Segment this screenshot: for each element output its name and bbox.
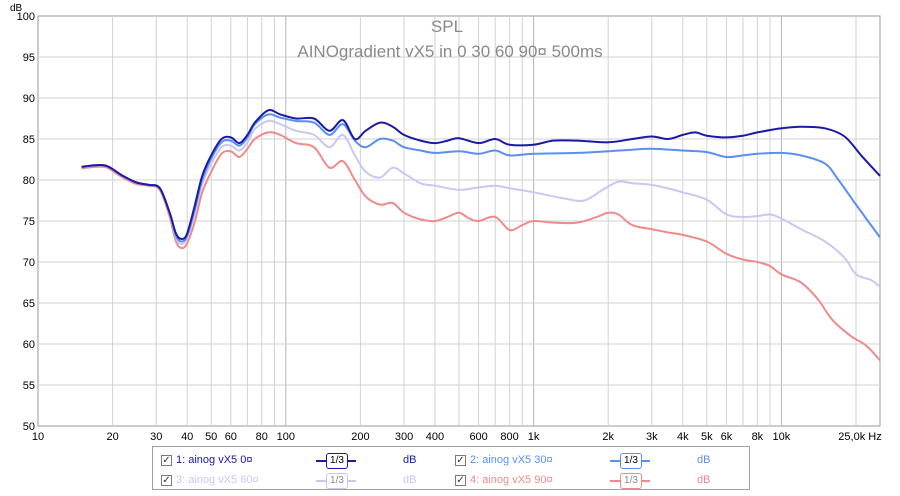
y-tick-label: 70: [23, 257, 35, 269]
legend-item-3[interactable]: ✓ 3: ainog vX5 60¤ 1/3 dB: [161, 473, 451, 491]
smoothing-label: 1/3: [620, 453, 642, 469]
x-tick-label: 8k: [752, 431, 764, 443]
x-tick-label: 30: [150, 431, 162, 443]
series-line-2: [81, 113, 881, 243]
y-tick-label: 75: [23, 216, 35, 228]
spl-chart: 10 20 30 40 50 60 80 100 200 300 400 600 800 1k 2k 3k 4k…: [10, 3, 882, 443]
smoothing-button[interactable]: 1/3: [316, 473, 356, 489]
y-tick-label: 80: [23, 175, 35, 187]
x-tick-label: 2k: [602, 431, 614, 443]
x-tick-label: 3k: [646, 431, 658, 443]
y-tick-label: 95: [23, 52, 35, 64]
axis-ticks: 10 20 30 40 50 60 80 100 200 300 400 600 800 1k 2k 3k 4k…: [17, 11, 882, 443]
grid: [37, 15, 881, 427]
x-tick-label: 10k: [773, 431, 791, 443]
y-axis-label: dB: [10, 3, 23, 14]
x-tick-label: 800: [500, 431, 518, 443]
series-line-3: [81, 119, 881, 288]
smoothing-label: 1/3: [326, 453, 348, 469]
y-tick-label: 50: [23, 421, 35, 433]
y-tick-label: 85: [23, 134, 35, 146]
x-tick-label: 60: [225, 431, 237, 443]
x-tick-label: 25,0k Hz: [838, 431, 881, 443]
x-tick-label: 20: [106, 431, 118, 443]
smoothing-label: 1/3: [326, 473, 348, 489]
x-tick-label: 1k: [528, 431, 540, 443]
chart-title: SPL: [431, 17, 463, 36]
y-tick-label: 55: [23, 380, 35, 392]
x-tick-label: 80: [256, 431, 268, 443]
legend-label: 4: ainog vX5 90¤: [470, 474, 553, 486]
legend-unit: dB: [697, 474, 711, 486]
x-tick-label: 300: [395, 431, 413, 443]
legend: ✓ 1: ainog vX5 0¤ 1/3 dB ✓ 2: ainog vX5 30¤ 1/…: [152, 446, 750, 490]
x-tick-label: 100: [277, 431, 295, 443]
smoothing-button[interactable]: 1/3: [316, 453, 356, 469]
smoothing-label: 1/3: [620, 473, 642, 489]
x-tick-label: 6k: [721, 431, 733, 443]
smoothing-button[interactable]: 1/3: [610, 453, 650, 469]
x-tick-label: 5k: [701, 431, 713, 443]
y-tick-label: 100: [17, 11, 35, 23]
legend-unit: dB: [697, 454, 711, 466]
chart-subtitle: AINOgradient vX5 in 0 30 60 90¤ 500ms: [297, 42, 602, 61]
series-line-4: [81, 131, 881, 362]
legend-label: 3: ainog vX5 60¤: [176, 474, 259, 486]
legend-item-2[interactable]: ✓ 2: ainog vX5 30¤ 1/3 dB: [455, 453, 745, 471]
x-tick-label: 10: [32, 431, 44, 443]
legend-item-4[interactable]: ✓ 4: ainog vX5 90¤ 1/3 dB: [455, 473, 745, 491]
x-tick-label: 600: [469, 431, 487, 443]
smoothing-button[interactable]: 1/3: [610, 473, 650, 489]
x-tick-label: 4k: [677, 431, 689, 443]
y-tick-label: 90: [23, 93, 35, 105]
legend-checkbox[interactable]: ✓: [161, 455, 172, 466]
series-line-1: [81, 109, 881, 240]
x-tick-label: 40: [181, 431, 193, 443]
legend-unit: dB: [403, 454, 417, 466]
legend-unit: dB: [403, 474, 417, 486]
x-tick-label: 200: [351, 431, 369, 443]
y-tick-label: 60: [23, 339, 35, 351]
legend-item-1[interactable]: ✓ 1: ainog vX5 0¤ 1/3 dB: [161, 453, 451, 471]
series-lines: [81, 109, 881, 362]
y-tick-label: 65: [23, 298, 35, 310]
legend-label: 2: ainog vX5 30¤: [470, 454, 553, 466]
legend-checkbox[interactable]: ✓: [161, 475, 172, 486]
x-tick-label: 400: [426, 431, 444, 443]
legend-checkbox[interactable]: ✓: [455, 475, 466, 486]
legend-label: 1: ainog vX5 0¤: [176, 454, 253, 466]
legend-checkbox[interactable]: ✓: [455, 455, 466, 466]
x-tick-label: 50: [205, 431, 217, 443]
